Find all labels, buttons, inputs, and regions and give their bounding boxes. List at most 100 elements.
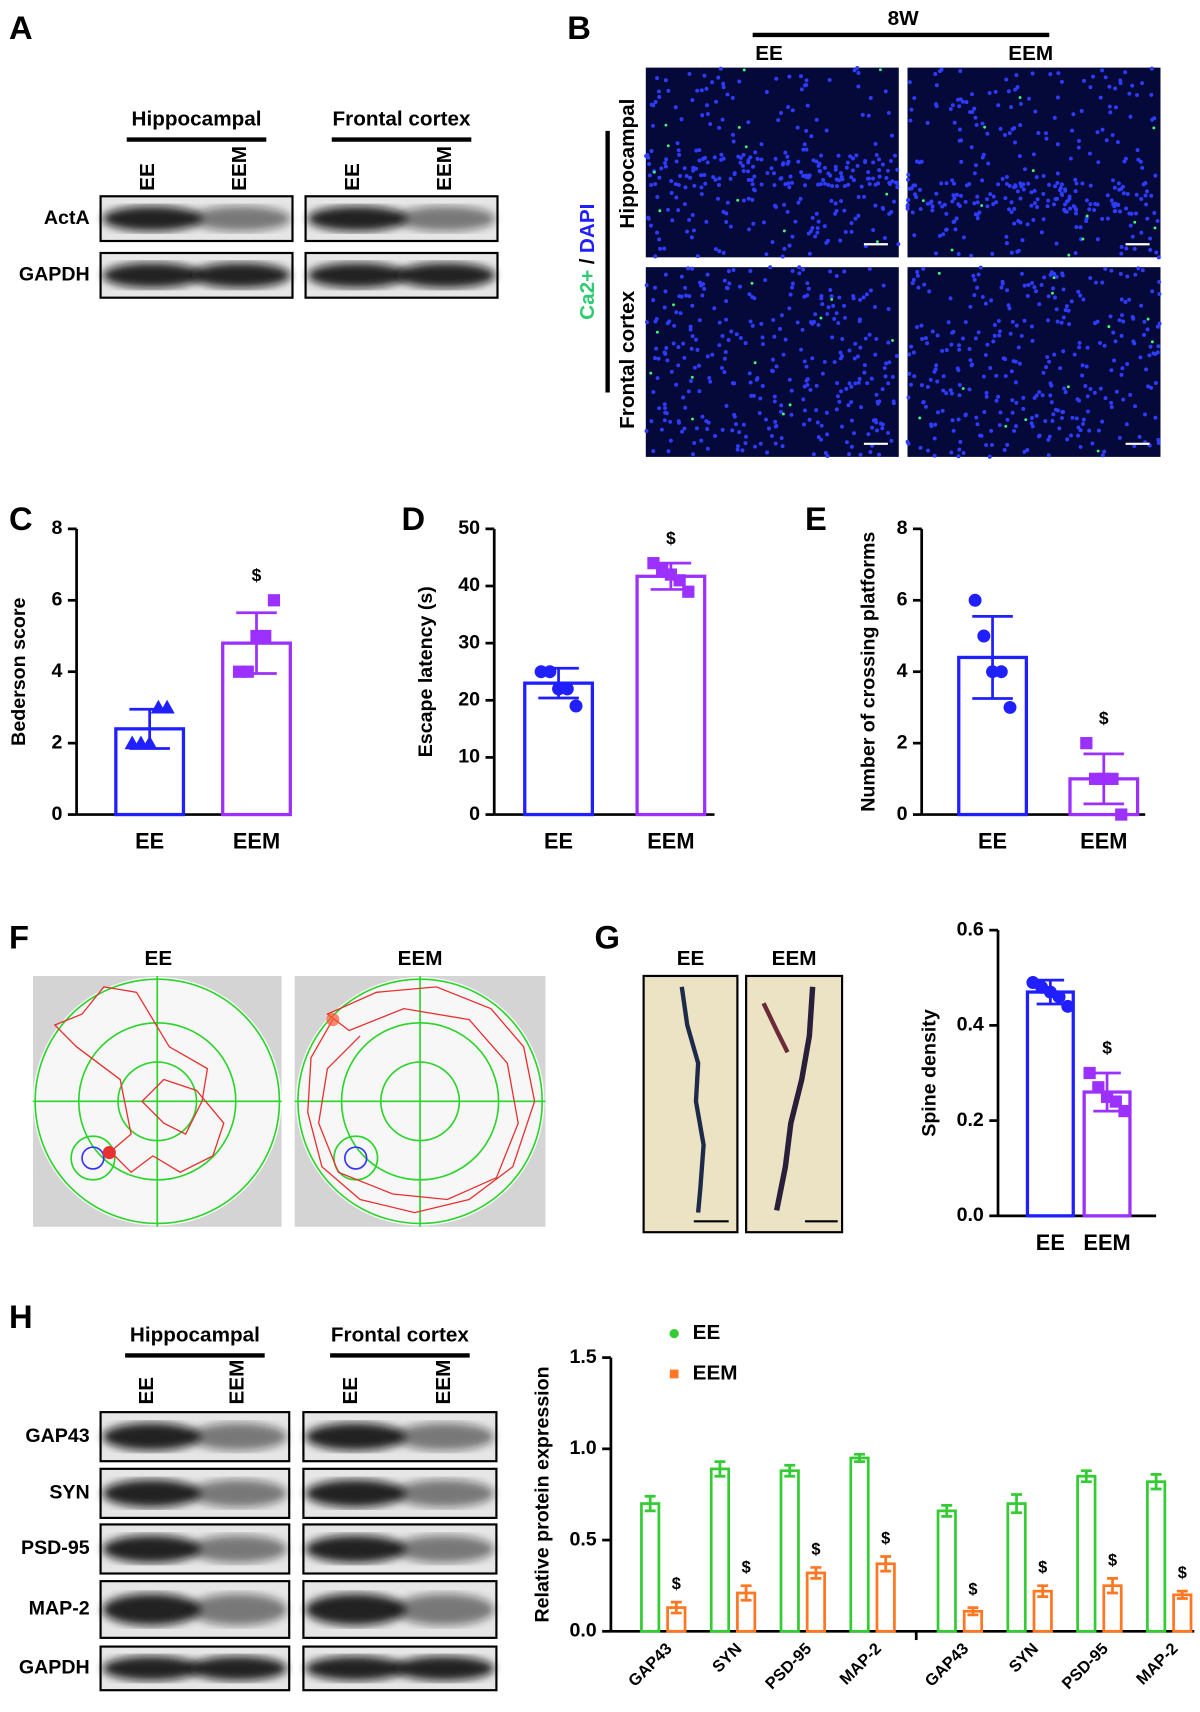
nucleus: [829, 294, 834, 299]
ca-signal: [891, 338, 894, 342]
nucleus: [797, 271, 802, 276]
bar: [709, 1467, 731, 1633]
band: [307, 206, 408, 232]
nucleus: [844, 386, 849, 391]
nucleus: [905, 439, 910, 444]
nucleus: [911, 350, 916, 355]
nucleus: [886, 340, 891, 345]
nucleus: [802, 422, 806, 427]
nucleus: [1108, 110, 1113, 115]
nucleus: [1016, 345, 1021, 350]
nucleus: [772, 334, 777, 339]
nucleus: [651, 449, 656, 454]
bar: [936, 1509, 957, 1633]
nucleus: [834, 273, 839, 278]
nucleus: [1134, 192, 1139, 197]
nucleus: [763, 278, 768, 283]
column-label: EEM: [1008, 42, 1053, 65]
nucleus: [1060, 273, 1065, 278]
nucleus: [788, 292, 793, 297]
nucleus: [909, 186, 914, 191]
nucleus: [1066, 308, 1071, 313]
row-label: MAP-2: [29, 1598, 90, 1620]
nucleus: [1133, 404, 1137, 409]
nucleus: [996, 103, 1001, 108]
nucleus: [1148, 236, 1153, 241]
nucleus: [1035, 197, 1040, 202]
nucleus: [859, 405, 864, 410]
nucleus: [773, 156, 778, 161]
nucleus: [934, 102, 938, 107]
nucleus: [811, 158, 816, 163]
band: [394, 1479, 495, 1508]
nucleus: [807, 251, 812, 256]
nucleus: [910, 281, 915, 286]
x-tick-label: MAP-2: [1133, 1640, 1182, 1689]
nucleus: [760, 383, 765, 388]
nucleus: [925, 120, 930, 125]
nucleus: [824, 128, 829, 133]
nucleus: [1031, 152, 1036, 157]
nucleus: [701, 282, 706, 287]
nucleus: [1120, 366, 1125, 371]
nucleus: [787, 377, 792, 382]
nucleus: [737, 430, 742, 435]
legend-label: EEM: [693, 1361, 738, 1384]
nucleus: [932, 453, 937, 458]
annotation: $: [1102, 1038, 1112, 1058]
nucleus: [779, 436, 784, 441]
nucleus: [824, 240, 829, 245]
bar: [875, 1562, 896, 1633]
nucleus: [768, 265, 773, 270]
point: [682, 585, 695, 598]
x-tick-label: PSD-95: [1059, 1640, 1112, 1693]
nucleus: [950, 199, 955, 204]
nucleus: [790, 234, 795, 239]
fluorescence-image: [907, 267, 1161, 457]
nucleus: [890, 133, 894, 138]
nucleus: [975, 200, 980, 205]
nucleus: [705, 354, 710, 359]
nucleus: [649, 149, 654, 153]
nucleus: [750, 182, 755, 187]
ca-signal: [781, 412, 785, 416]
nucleus: [755, 156, 760, 161]
nucleus: [699, 173, 703, 178]
y-tick-label: 1.0: [569, 1437, 596, 1459]
nucleus: [668, 419, 673, 424]
nucleus: [666, 449, 671, 454]
nucleus: [1021, 187, 1026, 192]
nucleus: [907, 352, 912, 357]
nucleus: [730, 428, 735, 433]
nucleus: [655, 194, 660, 199]
nucleus: [1127, 91, 1132, 96]
nucleus: [773, 419, 778, 424]
band: [102, 1535, 201, 1563]
nucleus: [958, 97, 963, 102]
nucleus: [925, 384, 930, 389]
nucleus: [859, 184, 864, 189]
nucleus: [655, 230, 660, 235]
nucleus: [839, 389, 843, 394]
nucleus: [674, 159, 679, 164]
nucleus: [873, 141, 878, 146]
nucleus: [909, 107, 914, 112]
fluorescence-image: [645, 67, 899, 258]
nucleus: [1156, 344, 1161, 349]
nucleus: [1006, 303, 1011, 308]
nucleus: [1047, 359, 1052, 364]
nucleus: [1052, 352, 1057, 357]
nucleus: [1009, 369, 1014, 374]
nucleus: [672, 323, 677, 328]
nucleus: [865, 381, 870, 386]
nucleus: [968, 358, 973, 363]
nucleus: [679, 117, 684, 122]
nucleus: [808, 229, 813, 234]
nucleus: [833, 167, 838, 172]
nucleus: [782, 202, 787, 207]
nucleus: [755, 376, 760, 381]
nucleus: [804, 128, 809, 133]
band: [190, 206, 291, 232]
nucleus: [896, 242, 901, 247]
